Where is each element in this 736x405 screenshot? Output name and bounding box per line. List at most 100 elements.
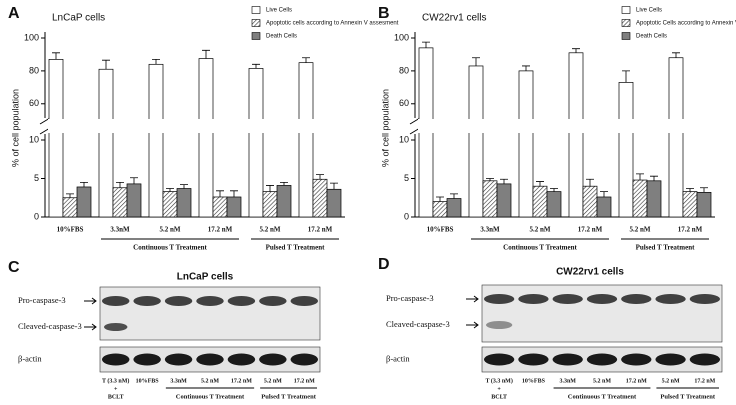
bar-break bbox=[568, 119, 584, 133]
error-bar bbox=[316, 174, 324, 180]
error-bar bbox=[180, 184, 188, 189]
error-bar bbox=[252, 63, 260, 69]
error-bar bbox=[216, 190, 224, 197]
band bbox=[655, 353, 686, 366]
error-bar bbox=[422, 41, 430, 48]
error-bar bbox=[102, 59, 110, 70]
x-tick-label: 10%FBS bbox=[57, 226, 84, 234]
lane-label: 5.2 nM bbox=[264, 378, 282, 384]
band bbox=[196, 296, 224, 306]
bar bbox=[312, 178, 328, 218]
legend-label: Death Cells bbox=[266, 34, 297, 40]
error-bar bbox=[636, 173, 644, 181]
legend-swatch bbox=[251, 19, 261, 27]
error-bar bbox=[116, 181, 124, 188]
legend-swatch bbox=[251, 32, 261, 40]
chart-title: LnCaP cells bbox=[52, 13, 105, 24]
bar bbox=[432, 201, 448, 218]
group-label: Continuous T Treatment bbox=[568, 393, 637, 400]
error-bar bbox=[536, 181, 544, 187]
bar bbox=[582, 185, 598, 218]
bar bbox=[482, 180, 498, 218]
bar bbox=[76, 186, 92, 218]
y-tick-label: 0 bbox=[404, 211, 409, 221]
error-bar bbox=[550, 188, 558, 192]
error-bar bbox=[522, 65, 530, 71]
bar-break bbox=[98, 119, 114, 133]
bar bbox=[468, 65, 484, 218]
legend-swatch bbox=[621, 6, 631, 14]
x-tick-label: 3.3nM bbox=[480, 226, 500, 234]
error-bar bbox=[700, 187, 708, 193]
group-label: Pulsed T Treatment bbox=[636, 244, 696, 252]
blot-title: LnCaP cells bbox=[177, 272, 234, 283]
error-bar bbox=[202, 49, 210, 59]
row-label: Pro-caspase-3 bbox=[18, 295, 66, 305]
y-tick-label: 0 bbox=[34, 211, 39, 221]
band bbox=[486, 321, 513, 329]
legend-label: Live Cells bbox=[636, 8, 662, 14]
bar bbox=[198, 58, 214, 218]
bar bbox=[532, 185, 548, 218]
panel-label: A bbox=[8, 5, 20, 22]
bar bbox=[112, 187, 128, 218]
error-bar bbox=[280, 181, 288, 186]
x-tick-label: 3.3nM bbox=[110, 226, 130, 234]
band bbox=[655, 294, 686, 304]
arrow bbox=[466, 321, 479, 329]
bar bbox=[148, 63, 164, 218]
band bbox=[164, 353, 193, 366]
row-label: Cleaved-caspase-3 bbox=[18, 321, 82, 331]
lane-label: BCLT bbox=[108, 394, 124, 400]
panel-label: D bbox=[378, 256, 390, 273]
y-tick-label: 5 bbox=[34, 173, 39, 183]
lane-label: 5.2 nM bbox=[593, 378, 611, 384]
lane-label: BCLT bbox=[491, 394, 507, 400]
y-tick-label: 100 bbox=[394, 32, 409, 42]
group-label: Continuous T Treatment bbox=[503, 244, 577, 252]
chart-title: CW22rv1 cells bbox=[422, 13, 486, 24]
x-tick-label: 17.2 nM bbox=[678, 226, 703, 234]
error-bar bbox=[686, 188, 694, 192]
bar bbox=[618, 82, 634, 218]
bar bbox=[126, 183, 142, 218]
lane-label: T (3.3 nM) bbox=[485, 377, 512, 384]
band bbox=[518, 353, 549, 366]
band bbox=[621, 294, 652, 304]
x-tick-label: 5.2 nM bbox=[260, 226, 281, 234]
bar bbox=[226, 196, 242, 218]
group-label: Continuous T Treatment bbox=[176, 393, 245, 400]
bar bbox=[568, 52, 584, 218]
bar-break bbox=[468, 119, 484, 133]
lane-label: 3.3nM bbox=[170, 378, 187, 384]
bar-break bbox=[418, 119, 434, 133]
error-bar bbox=[436, 196, 444, 202]
bar bbox=[276, 185, 292, 218]
lane-label: 17.2 nM bbox=[231, 378, 252, 384]
band bbox=[227, 353, 256, 366]
panel-label: C bbox=[8, 259, 20, 276]
y-axis-label: % of cell population bbox=[10, 89, 20, 167]
blot bbox=[481, 284, 723, 343]
error-bar bbox=[152, 58, 160, 65]
error-bar bbox=[230, 190, 238, 197]
y-tick-label: 60 bbox=[29, 98, 39, 108]
band bbox=[259, 296, 287, 306]
bar bbox=[446, 198, 462, 218]
band bbox=[227, 296, 256, 306]
x-tick-label: 5.2 nM bbox=[160, 226, 181, 234]
band bbox=[689, 353, 720, 366]
error-bar bbox=[600, 191, 608, 197]
band bbox=[621, 353, 652, 366]
error-bar bbox=[650, 175, 658, 181]
band bbox=[164, 296, 193, 306]
band bbox=[259, 353, 287, 366]
y-axis-label: % of cell population bbox=[380, 89, 390, 167]
legend-label: Apoptotic cells according to Annexin V a… bbox=[266, 21, 399, 27]
bar bbox=[176, 188, 192, 218]
bar bbox=[496, 183, 512, 218]
bar bbox=[48, 59, 64, 218]
x-tick-label: 5.2 nM bbox=[630, 226, 651, 234]
lane-label: T (3.3 nM) bbox=[102, 377, 129, 384]
bar-break bbox=[48, 119, 64, 133]
